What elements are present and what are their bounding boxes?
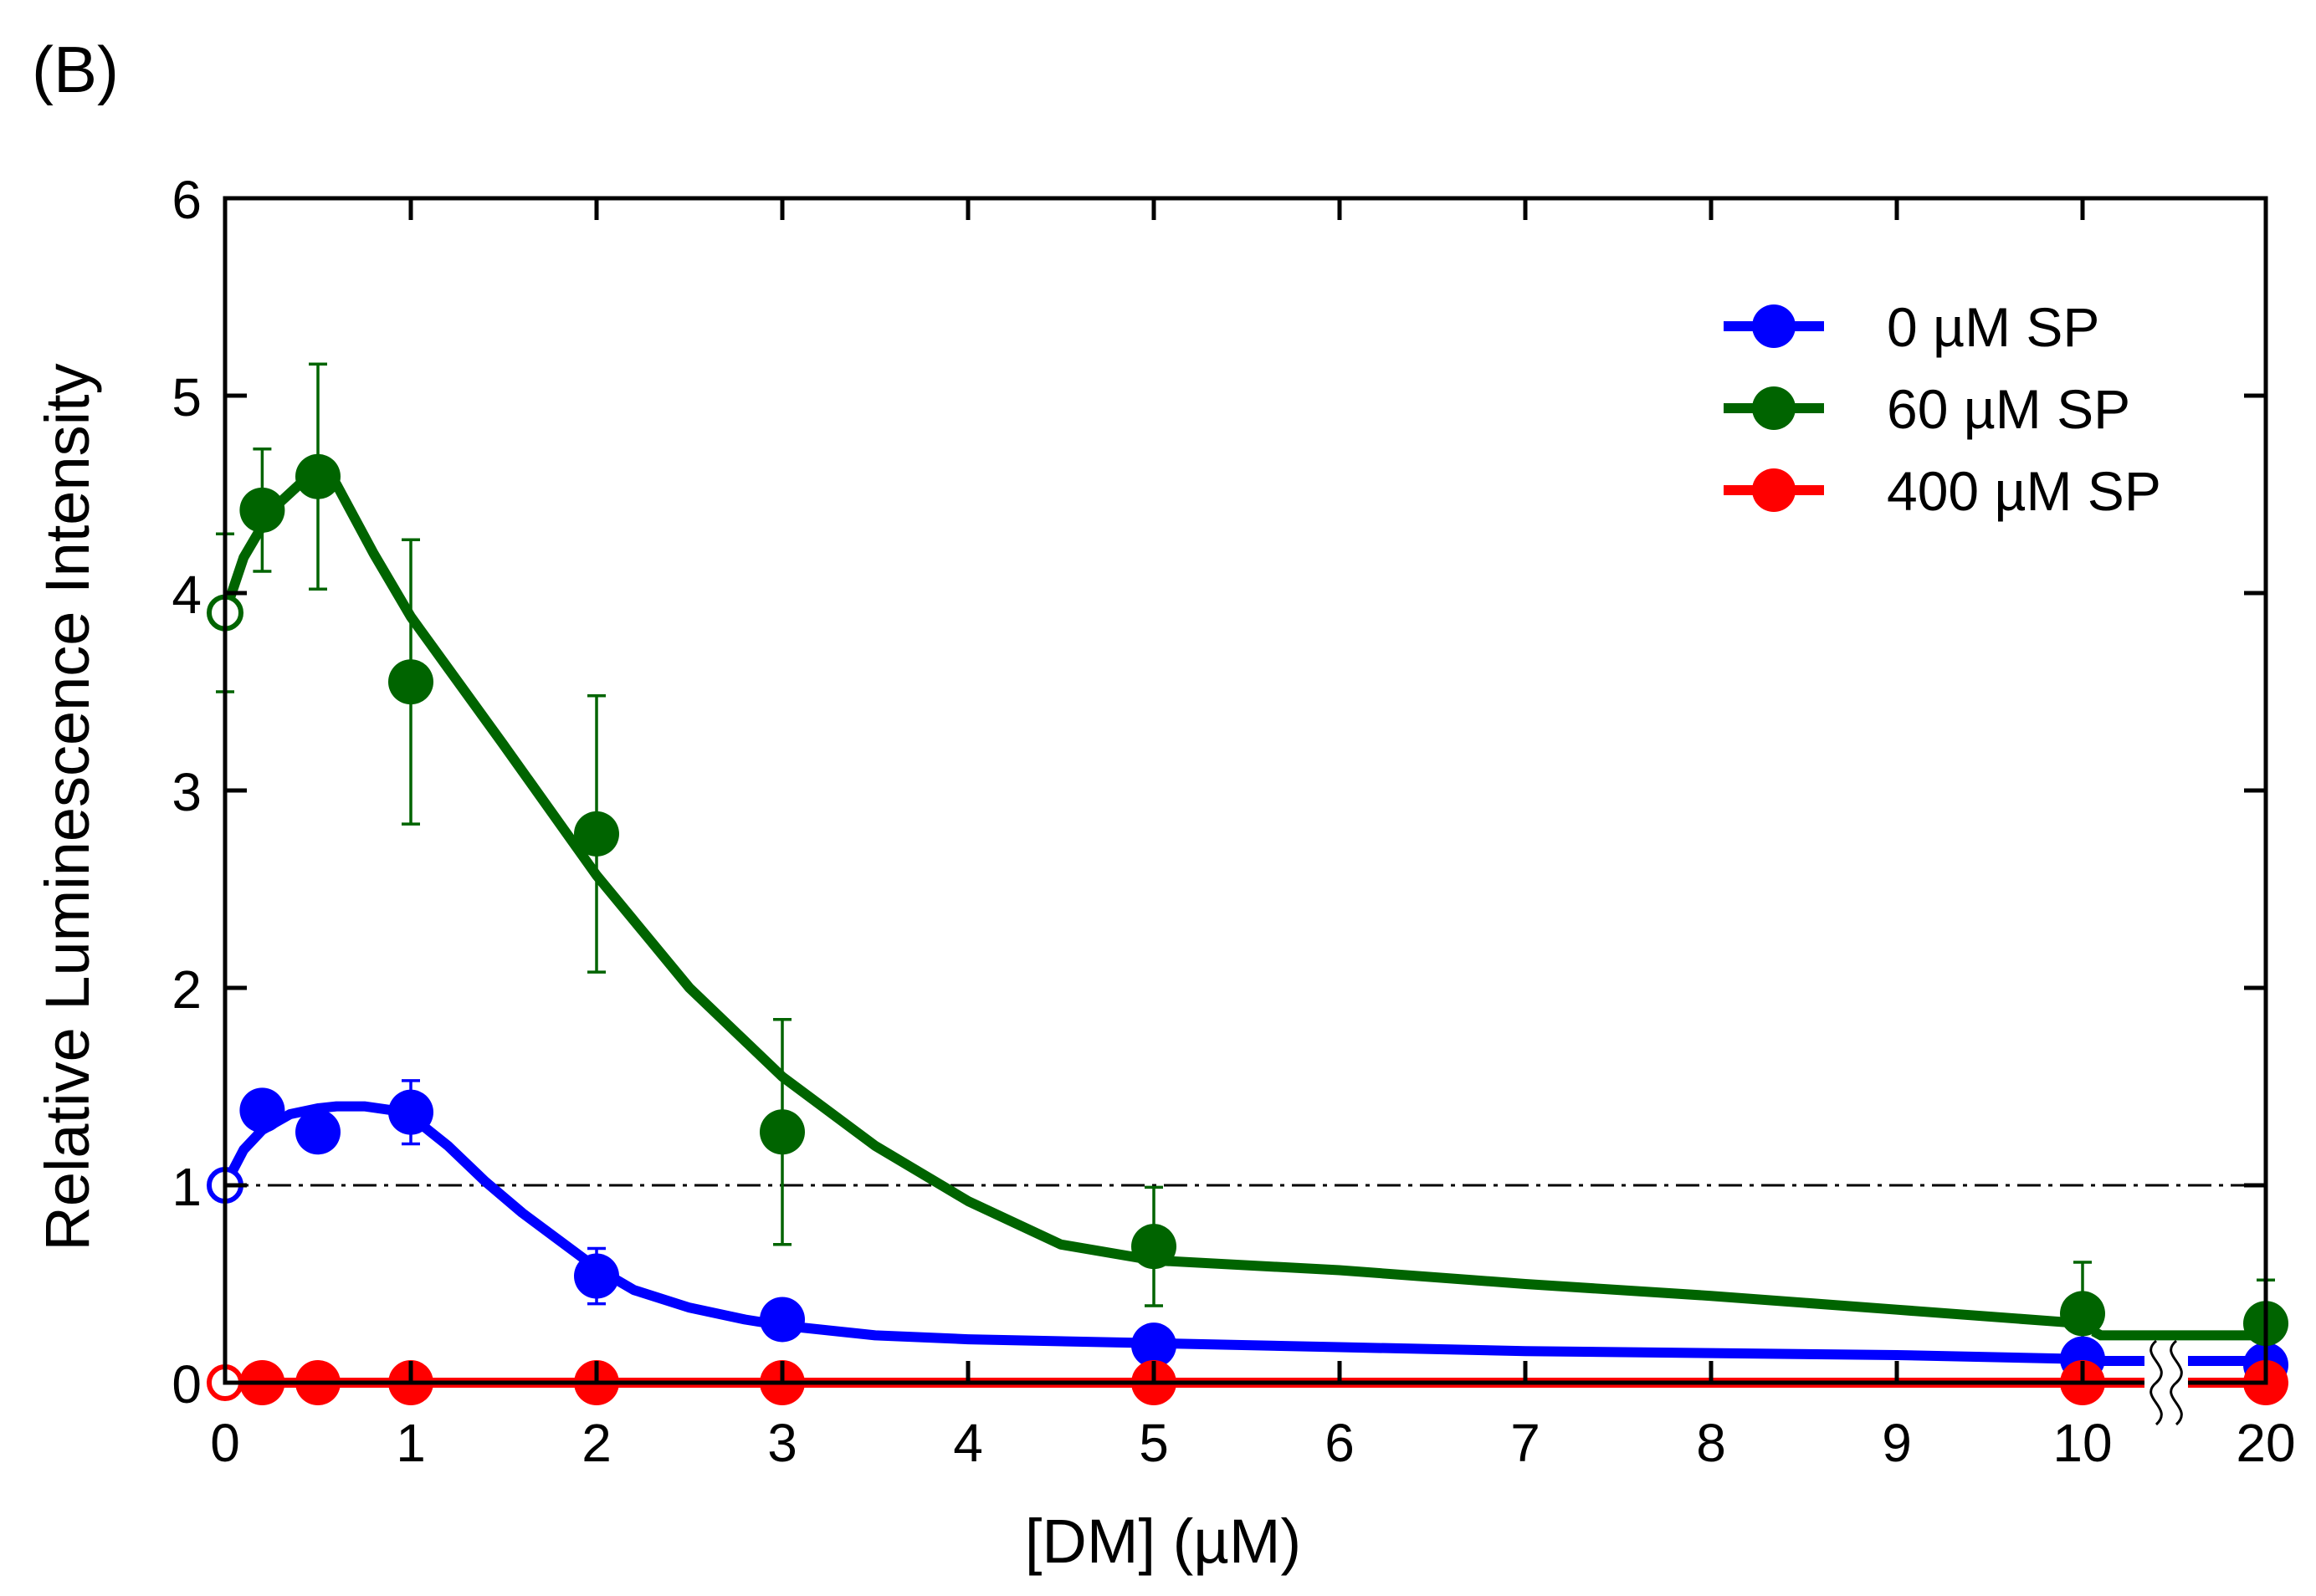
fit-layer — [220, 479, 2266, 1388]
x-tick-label-3: 3 — [767, 1413, 797, 1473]
x-tick-label-7: 7 — [1510, 1413, 1540, 1473]
x-tick-label-5: 5 — [1139, 1413, 1169, 1473]
legend-label-2: 400 µM SP — [1887, 460, 2161, 522]
x-tick-label-6: 6 — [1325, 1413, 1355, 1473]
y-tick-label-5: 5 — [172, 367, 202, 427]
data-point-series-0-6 — [1131, 1322, 1176, 1368]
x-tick-label-11: 20 — [2236, 1413, 2295, 1473]
y-tick-label-4: 4 — [172, 565, 202, 625]
panel-label: (B) — [32, 33, 119, 106]
data-point-series-0-3 — [388, 1089, 433, 1135]
data-point-series-1-7 — [2060, 1291, 2105, 1337]
x-axis-label: [DM] (µM) — [1025, 1506, 1301, 1576]
x-tick-label-2: 2 — [582, 1413, 612, 1473]
data-point-series-1-5 — [760, 1109, 805, 1155]
data-point-series-0-4 — [574, 1253, 619, 1299]
legend: 0 µM SP 60 µM SP 400 µM SP — [1724, 296, 2161, 522]
data-point-series-0-1 — [239, 1087, 285, 1133]
y-tick-label-0: 0 — [172, 1354, 202, 1414]
data-point-series-1-3 — [388, 659, 433, 705]
y-tick-label-3: 3 — [172, 762, 202, 822]
x-tick-label-0: 0 — [210, 1413, 240, 1473]
data-point-series-0-5 — [760, 1297, 805, 1343]
y-tick-label-6: 6 — [172, 170, 202, 230]
axis-layer — [223, 196, 2268, 1426]
x-axis-break-mark-right — [2170, 1339, 2183, 1426]
x-axis-break-mark-left — [2149, 1339, 2163, 1426]
legend-entry-1: 60 µM SP — [1724, 378, 2130, 440]
data-point-series-1-2 — [295, 453, 341, 499]
tick-label-layer: 0 1 2 3 4 5 6 0 1 2 3 4 5 6 7 8 9 10 20 — [172, 170, 2295, 1473]
y-axis-label: Relative Luminescence Intensity — [33, 363, 102, 1251]
legend-entry-2: 400 µM SP — [1724, 460, 2161, 522]
data-point-series-0-2 — [295, 1109, 341, 1155]
y-tick-label-2: 2 — [172, 959, 202, 1020]
data-point-series-1-6 — [1131, 1224, 1176, 1270]
legend-entry-0: 0 µM SP — [1724, 296, 2099, 358]
x-tick-label-8: 8 — [1696, 1413, 1726, 1473]
legend-marker-2 — [1752, 468, 1796, 512]
fit-curve-tail-series-1 — [2091, 1327, 2266, 1341]
x-tick-label-1: 1 — [396, 1413, 426, 1473]
x-tick-label-9: 9 — [1882, 1413, 1912, 1473]
y-tick-label-1: 1 — [172, 1157, 202, 1217]
legend-label-0: 0 µM SP — [1887, 296, 2099, 358]
x-tick-label-10: 10 — [2052, 1413, 2112, 1473]
data-point-series-1-4 — [574, 811, 619, 857]
legend-label-1: 60 µM SP — [1887, 378, 2130, 440]
legend-marker-1 — [1752, 386, 1796, 430]
data-point-series-1-1 — [239, 487, 285, 533]
legend-marker-0 — [1752, 304, 1796, 348]
x-tick-label-4: 4 — [953, 1413, 983, 1473]
